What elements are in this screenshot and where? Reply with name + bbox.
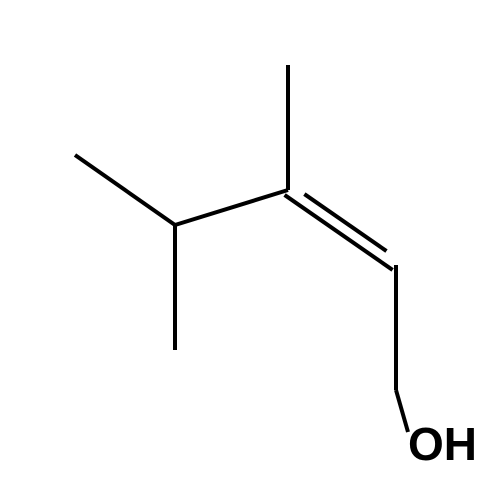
bond-3: [175, 190, 288, 225]
bond-6: [396, 390, 408, 432]
molecule-canvas: OH: [0, 0, 500, 500]
bonds-layer: [75, 65, 408, 432]
hydroxyl-label: OH: [408, 418, 477, 470]
bond-1: [75, 155, 175, 225]
bond-4-b: [304, 194, 386, 251]
labels-layer: OH: [408, 418, 477, 470]
bond-4-a: [285, 195, 393, 270]
